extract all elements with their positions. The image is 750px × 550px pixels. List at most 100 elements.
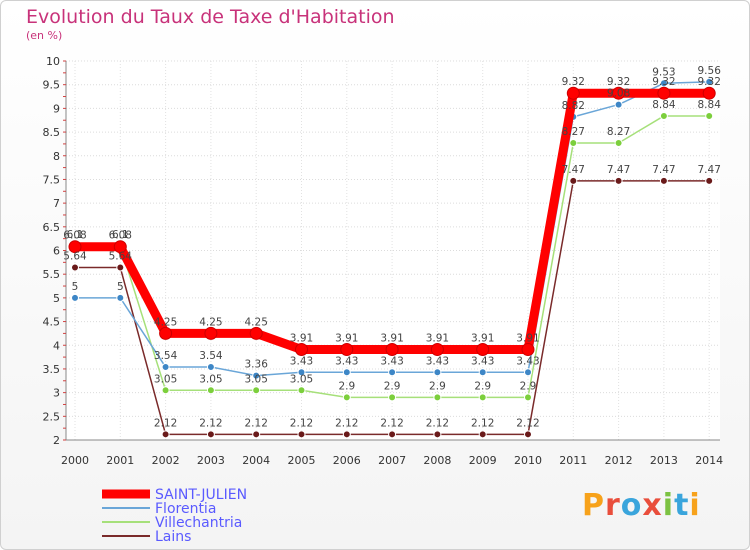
data-point [659, 111, 668, 120]
y-tick-label: 9.5 [43, 79, 61, 92]
y-tick-label: 9 [53, 102, 60, 115]
logo-letter: x [642, 488, 663, 523]
data-point [249, 326, 263, 340]
data-point [478, 430, 487, 439]
y-tick-label: 10 [46, 55, 60, 68]
data-label: 9.56 [698, 65, 722, 77]
data-label: 2.12 [245, 417, 268, 429]
data-label: 2.12 [380, 417, 403, 429]
x-tick-label: 2005 [288, 454, 316, 467]
x-tick-label: 2003 [197, 454, 225, 467]
data-label: 9.08 [607, 88, 630, 100]
data-label: 2.9 [384, 380, 401, 392]
legend-entry: Lains [155, 529, 191, 545]
data-point [614, 138, 623, 147]
data-point [161, 386, 170, 395]
data-label: 3.05 [199, 373, 222, 385]
data-label: 9.32 [652, 76, 675, 88]
data-point [388, 368, 397, 377]
data-label: 3.43 [380, 355, 403, 367]
data-point [478, 393, 487, 402]
data-label: 3.36 [245, 359, 269, 371]
data-label: 7.47 [652, 164, 675, 176]
data-point [342, 430, 351, 439]
data-point [159, 326, 173, 340]
legend-entry: SAINT-JULIEN [155, 487, 247, 503]
data-label: 3.91 [290, 333, 313, 345]
logo-letter: i [662, 488, 675, 523]
data-label: 2.9 [474, 380, 491, 392]
data-point [433, 430, 442, 439]
data-point [297, 386, 306, 395]
data-label: 7.47 [698, 164, 721, 176]
data-label: 5 [117, 281, 124, 293]
y-tick-label: 4 [53, 339, 60, 352]
data-point [659, 176, 668, 185]
x-tick-label: 2014 [695, 454, 723, 467]
data-point [524, 393, 532, 402]
y-tick-label: 3 [53, 387, 60, 400]
data-point [342, 368, 351, 377]
data-label: 3.91 [380, 333, 403, 345]
data-label: 5.64 [63, 251, 87, 263]
data-label: 7.47 [562, 164, 585, 176]
data-point [385, 343, 399, 357]
data-label: 2.12 [154, 417, 177, 429]
x-tick-label: 2013 [650, 454, 678, 467]
data-label: 3.43 [516, 355, 539, 367]
data-point [569, 176, 578, 185]
x-tick-label: 2002 [152, 454, 180, 467]
data-point [161, 430, 170, 439]
y-tick-label: 5 [53, 292, 60, 305]
data-point [206, 386, 215, 395]
data-point [113, 240, 127, 254]
data-point [524, 430, 532, 439]
data-point [388, 430, 397, 439]
data-label: 9.32 [607, 76, 630, 88]
x-tick-label: 2001 [106, 454, 134, 467]
data-label: 3.05 [290, 373, 313, 385]
data-label: 2.9 [429, 380, 446, 392]
logo-letter: r [605, 488, 621, 523]
data-point [614, 176, 623, 185]
data-label: 2.9 [338, 380, 355, 392]
y-axis-label: (en %) [26, 29, 63, 42]
x-tick-label: 2006 [333, 454, 361, 467]
y-tick-label: 2.5 [43, 410, 61, 423]
data-point [206, 430, 215, 439]
data-point [388, 393, 397, 402]
data-label: 3.91 [471, 333, 494, 345]
logo-letter: P [582, 488, 605, 523]
data-point [340, 343, 354, 357]
data-point [297, 430, 306, 439]
data-label: 2.12 [471, 417, 494, 429]
y-tick-label: 7.5 [43, 173, 61, 186]
logo-letter: o [620, 488, 643, 523]
data-point [478, 368, 487, 377]
data-point [204, 326, 218, 340]
y-tick-label: 7 [53, 197, 60, 210]
data-label: 8.84 [652, 99, 676, 111]
data-point [252, 371, 261, 380]
data-label: 9.53 [652, 66, 675, 78]
data-label: 5.64 [109, 251, 133, 263]
legend-entry: Florentia [155, 501, 216, 517]
proxiti-logo: Proxiti [582, 488, 701, 523]
x-tick-label: 2009 [469, 454, 497, 467]
data-point [68, 240, 82, 254]
y-tick-label: 2 [53, 434, 60, 447]
data-label: 3.05 [245, 373, 268, 385]
data-label: 2.12 [335, 417, 358, 429]
data-point [295, 343, 308, 357]
data-point [116, 293, 125, 302]
data-label: 3.43 [426, 355, 449, 367]
data-point [71, 263, 79, 272]
data-point [476, 343, 490, 357]
data-label: 8.84 [698, 99, 722, 111]
data-label: 2.12 [199, 417, 222, 429]
data-point [342, 393, 351, 402]
x-tick-label: 2007 [378, 454, 406, 467]
data-label: 3.54 [199, 350, 223, 362]
data-label: 3.91 [335, 333, 358, 345]
data-point [430, 343, 444, 357]
